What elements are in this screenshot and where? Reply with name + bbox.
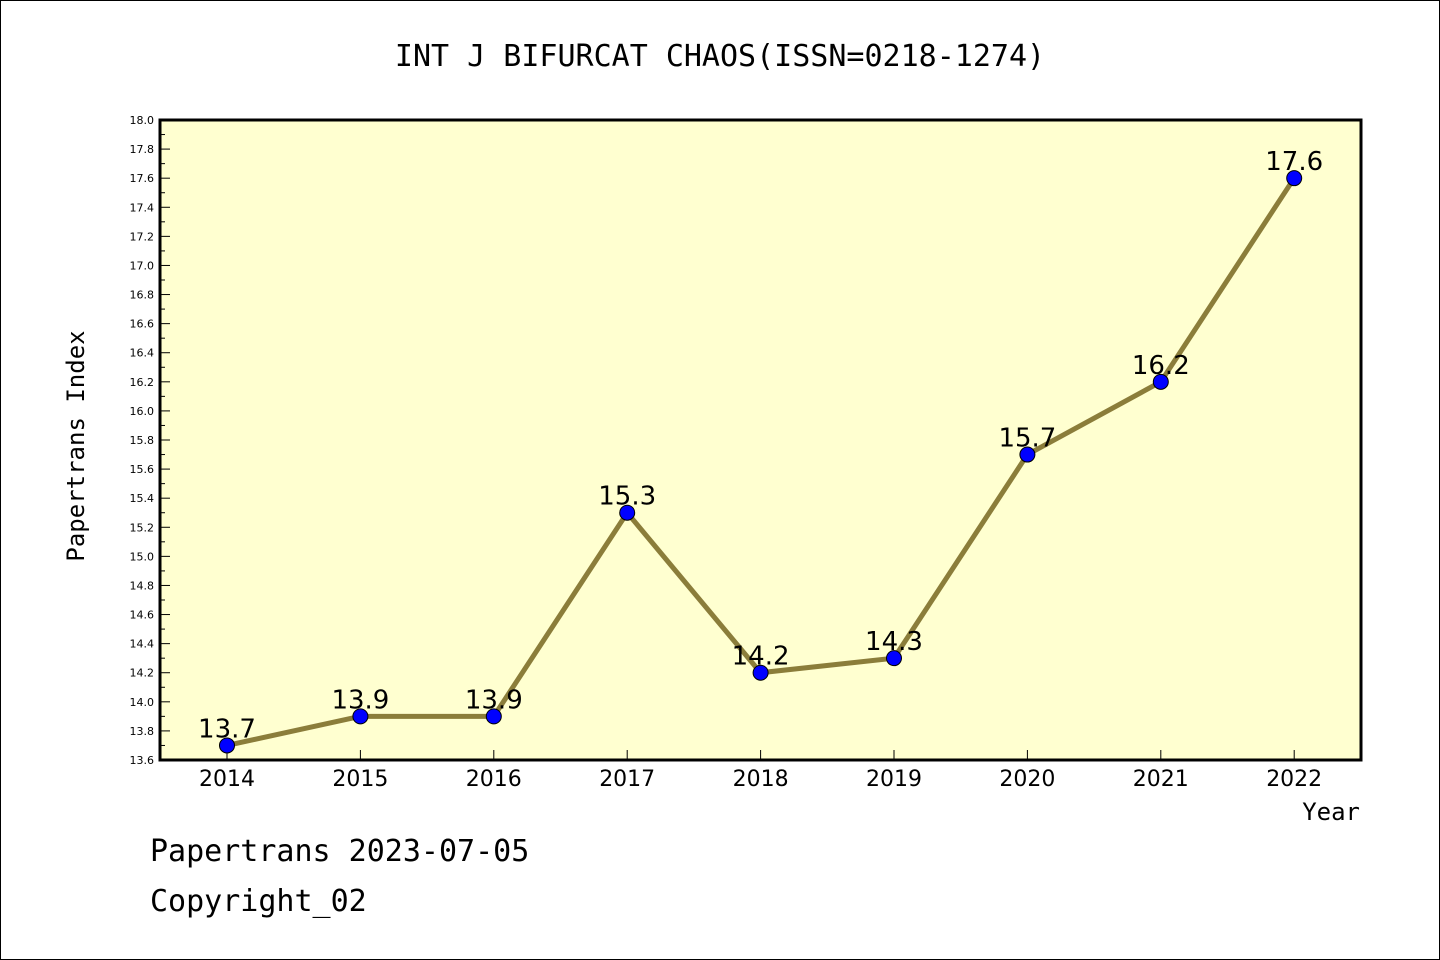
y-tick-label: 14.4 bbox=[130, 638, 155, 651]
data-point bbox=[886, 650, 902, 667]
data-label: 17.6 bbox=[1265, 147, 1323, 177]
series-points bbox=[219, 170, 1303, 754]
data-point bbox=[752, 664, 769, 681]
y-tick-label: 16.0 bbox=[130, 405, 155, 418]
x-tick-label: 2015 bbox=[332, 767, 388, 792]
x-axis-label: Year bbox=[1302, 798, 1360, 826]
data-label: 13.9 bbox=[331, 685, 389, 715]
y-axis: 13.6 13.8 14.0 14.2 14.4 14.6 14.8 15.0 15.2 15.4… bbox=[130, 114, 170, 767]
y-tick-label: 16.4 bbox=[130, 347, 155, 360]
data-point bbox=[1286, 170, 1303, 187]
x-tick-label: 2016 bbox=[466, 767, 522, 792]
data-label: 15.3 bbox=[598, 482, 656, 512]
y-tick-label: 14.8 bbox=[130, 579, 155, 592]
y-tick-label: 16.2 bbox=[130, 376, 155, 389]
footer-copyright: Copyright_02 bbox=[150, 884, 367, 919]
data-point bbox=[485, 708, 502, 725]
data-point bbox=[619, 504, 636, 521]
y-axis-label: Papertrans Index bbox=[62, 330, 90, 561]
data-label: 15.7 bbox=[998, 424, 1056, 454]
y-tick-label: 17.6 bbox=[130, 172, 155, 185]
y-tick-label: 17.4 bbox=[130, 201, 155, 214]
y-tick-label: 13.6 bbox=[130, 754, 155, 767]
y-tick-label: 14.0 bbox=[130, 696, 155, 709]
y-tick-label: 17.0 bbox=[130, 259, 155, 272]
y-tick-label: 17.8 bbox=[130, 143, 155, 156]
y-tick-label: 15.0 bbox=[130, 550, 155, 563]
x-tick-label: 2019 bbox=[866, 767, 922, 792]
plot-area bbox=[158, 118, 1363, 762]
y-tick-label: 14.6 bbox=[130, 609, 155, 622]
x-tick-label: 2018 bbox=[733, 767, 789, 792]
y-tick-label: 16.6 bbox=[130, 318, 155, 331]
y-tick-label: 15.8 bbox=[130, 434, 155, 447]
data-label: 16.2 bbox=[1132, 351, 1190, 381]
chart-title: INT J BIFURCAT CHAOS(ISSN=0218-1274) bbox=[395, 39, 1045, 74]
data-point bbox=[219, 737, 235, 754]
y-tick-label: 14.2 bbox=[130, 667, 155, 680]
y-tick-label: 15.4 bbox=[130, 492, 155, 505]
y-tick-label: 17.2 bbox=[130, 230, 155, 243]
y-tick-label: 16.8 bbox=[130, 289, 155, 302]
footer-date: Papertrans 2023-07-05 bbox=[150, 834, 530, 869]
x-tick-label: 2020 bbox=[999, 767, 1055, 792]
data-label: 13.7 bbox=[198, 714, 256, 744]
data-point bbox=[1019, 446, 1036, 463]
x-tick-label: 2021 bbox=[1133, 767, 1189, 792]
data-label: 14.2 bbox=[732, 642, 790, 672]
x-tick-label: 2017 bbox=[599, 767, 655, 792]
y-tick-label: 15.2 bbox=[130, 521, 155, 534]
data-label: 14.3 bbox=[865, 627, 923, 657]
x-axis: 2014 2015 2016 2017 2018 2019 2020 2021 2022 bbox=[199, 750, 1322, 792]
data-point bbox=[352, 708, 369, 725]
data-label: 13.9 bbox=[465, 685, 523, 715]
y-tick-label: 13.8 bbox=[130, 725, 155, 738]
data-labels: 13.7 13.9 13.9 15.3 14.2 14.3 15.7 16.2 17.6 bbox=[198, 147, 1323, 744]
y-tick-label: 18.0 bbox=[130, 114, 155, 127]
y-tick-label: 15.6 bbox=[130, 463, 155, 476]
data-point bbox=[1152, 373, 1169, 390]
x-tick-label: 2022 bbox=[1266, 767, 1322, 792]
x-tick-label: 2014 bbox=[199, 767, 255, 792]
